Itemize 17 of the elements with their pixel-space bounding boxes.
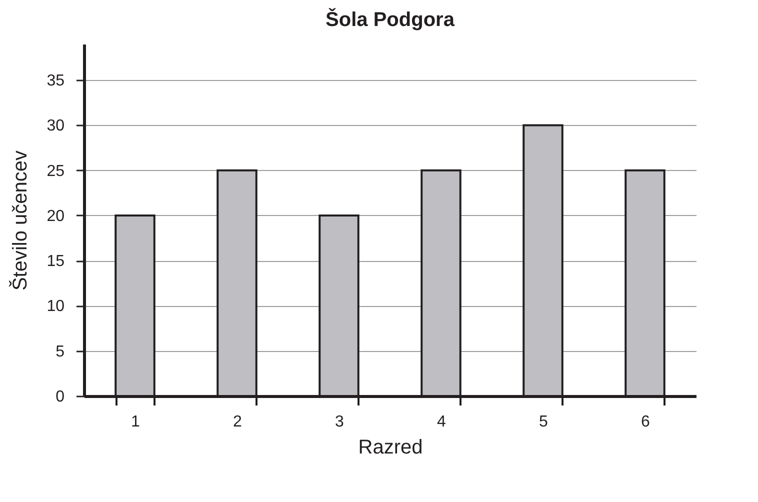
- y-tick-label: 25: [46, 162, 65, 180]
- y-axis-title: Število učencev: [8, 150, 32, 291]
- y-tick-label: 0: [56, 388, 65, 406]
- y-tick-label: 15: [46, 253, 65, 270]
- x-tick-label: 5: [539, 414, 548, 430]
- x-tick-label: 4: [437, 414, 446, 430]
- y-tick-label: 10: [46, 298, 65, 316]
- chart-title: Šola Podgora: [326, 8, 456, 31]
- y-tick-label: 35: [46, 72, 65, 90]
- y-tick-label: 30: [46, 118, 65, 135]
- x-tick-label: 1: [131, 414, 140, 430]
- y-tick-label: 20: [46, 208, 65, 225]
- x-tick-label: 2: [233, 414, 242, 430]
- x-tick-label: 6: [641, 414, 650, 430]
- x-axis-title: Razred: [358, 436, 423, 458]
- x-tick-label: 3: [335, 414, 344, 430]
- y-tick-label: 5: [56, 343, 65, 360]
